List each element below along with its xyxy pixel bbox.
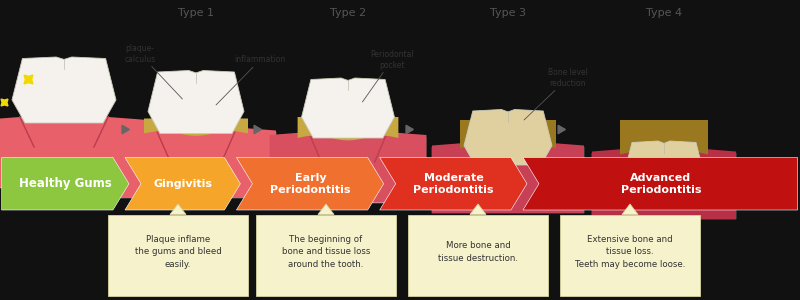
Polygon shape bbox=[464, 110, 552, 165]
Text: Extensive bone and
tissue loss.
Teeth may become loose.: Extensive bone and tissue loss. Teeth ma… bbox=[575, 235, 685, 269]
Polygon shape bbox=[237, 158, 384, 210]
Polygon shape bbox=[0, 117, 148, 188]
Text: Gingivitis: Gingivitis bbox=[154, 179, 213, 189]
Text: Healthy Gums: Healthy Gums bbox=[19, 177, 112, 190]
Text: More bone and
tissue destruction.: More bone and tissue destruction. bbox=[438, 241, 518, 263]
Polygon shape bbox=[116, 128, 276, 198]
Polygon shape bbox=[460, 120, 556, 151]
Bar bbox=[0, 122, 148, 188]
Polygon shape bbox=[148, 70, 244, 134]
Polygon shape bbox=[298, 117, 398, 140]
Text: Plaque inflame
the gums and bleed
easily.: Plaque inflame the gums and bleed easily… bbox=[134, 235, 222, 269]
Text: Moderate
Periodontitis: Moderate Periodontitis bbox=[414, 173, 494, 195]
Polygon shape bbox=[318, 204, 334, 214]
Polygon shape bbox=[470, 204, 486, 214]
Polygon shape bbox=[592, 148, 736, 219]
Polygon shape bbox=[624, 141, 704, 192]
Bar bbox=[592, 153, 736, 219]
FancyBboxPatch shape bbox=[108, 214, 248, 296]
Polygon shape bbox=[170, 204, 186, 214]
Text: The beginning of
bone and tissue loss
around the tooth.: The beginning of bone and tissue loss ar… bbox=[282, 235, 370, 269]
Polygon shape bbox=[380, 158, 527, 210]
Text: plaque-
calculus: plaque- calculus bbox=[124, 44, 182, 99]
Polygon shape bbox=[12, 57, 116, 123]
Polygon shape bbox=[302, 78, 394, 138]
Text: Bone level
reduction: Bone level reduction bbox=[524, 68, 588, 120]
Polygon shape bbox=[270, 132, 426, 202]
Text: Advanced
Periodontitis: Advanced Periodontitis bbox=[621, 173, 702, 195]
Polygon shape bbox=[144, 118, 248, 136]
Bar bbox=[116, 132, 276, 198]
Polygon shape bbox=[2, 158, 129, 210]
Polygon shape bbox=[622, 204, 638, 214]
Polygon shape bbox=[432, 142, 584, 213]
FancyBboxPatch shape bbox=[256, 214, 396, 296]
FancyBboxPatch shape bbox=[560, 214, 700, 296]
Text: Type 1: Type 1 bbox=[178, 8, 214, 19]
Text: Periodontal
pocket: Periodontal pocket bbox=[362, 50, 414, 102]
Text: Type 4: Type 4 bbox=[646, 8, 682, 19]
Text: Type 3: Type 3 bbox=[490, 8, 526, 19]
Text: Type 2: Type 2 bbox=[330, 8, 366, 19]
Polygon shape bbox=[620, 120, 708, 157]
Text: inflammation: inflammation bbox=[216, 56, 286, 105]
Bar bbox=[432, 147, 584, 213]
Polygon shape bbox=[523, 158, 798, 210]
FancyBboxPatch shape bbox=[408, 214, 548, 296]
Polygon shape bbox=[125, 158, 240, 210]
Bar bbox=[270, 136, 426, 202]
Text: Early
Periodontitis: Early Periodontitis bbox=[270, 173, 350, 195]
